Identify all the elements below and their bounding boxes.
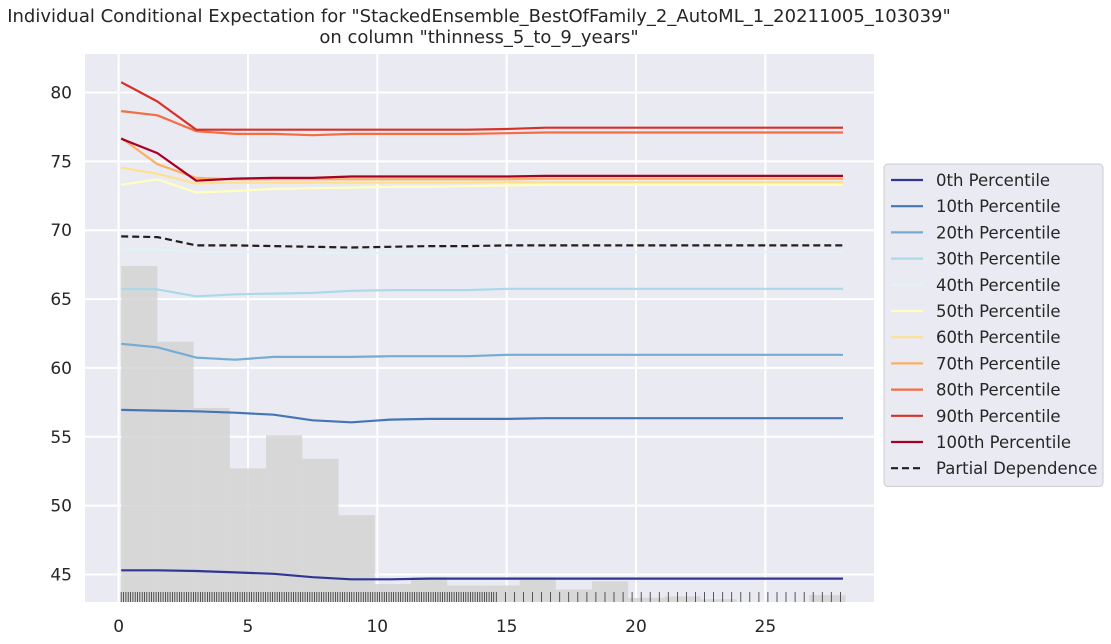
histogram-bar <box>483 585 520 602</box>
y-tick-label: 45 <box>50 565 72 585</box>
histogram-bar <box>302 458 339 602</box>
y-tick-label: 70 <box>50 221 72 241</box>
histogram-bar <box>700 599 737 602</box>
series-lines <box>120 81 843 581</box>
histogram-bar <box>338 515 375 602</box>
histogram-bar <box>229 468 267 602</box>
series-line <box>121 408 843 424</box>
y-tick-label: 55 <box>50 428 72 448</box>
series-line <box>121 166 843 185</box>
chart-title-line1: Individual Conditional Expectation for "… <box>7 6 951 27</box>
legend-label: 40th Percentile <box>936 276 1061 295</box>
y-tick-label: 60 <box>50 359 72 379</box>
chart-title-line2: on column "thinness_5_to_9_years" <box>319 27 638 48</box>
y-tick-label: 75 <box>50 152 72 172</box>
series-line <box>121 287 843 298</box>
legend-label: 20th Percentile <box>936 223 1061 242</box>
legend-box <box>883 163 1104 487</box>
series-line <box>121 342 843 361</box>
legend-label: 10th Percentile <box>936 197 1061 216</box>
histogram-bar <box>157 341 194 602</box>
histogram-bar <box>266 435 303 602</box>
histogram-bar <box>519 577 556 602</box>
x-tick-label: 20 <box>625 617 647 637</box>
histogram-bar <box>628 597 665 602</box>
x-tick-label: 15 <box>496 617 518 637</box>
rug-marks <box>120 592 841 602</box>
histogram-bar <box>121 266 158 602</box>
y-tick-labels: 45 50 55 60 65 70 75 80 <box>50 84 72 586</box>
series-line <box>121 178 843 194</box>
series-line <box>121 110 843 137</box>
rug-mark <box>120 592 841 602</box>
legend-label: 50th Percentile <box>936 302 1061 321</box>
series-line <box>121 569 843 581</box>
histogram <box>121 266 846 602</box>
histogram-bar <box>447 585 484 602</box>
series-line <box>121 235 843 249</box>
histogram-bar <box>555 589 593 602</box>
legend-label: 70th Percentile <box>936 354 1061 373</box>
histogram-bar <box>809 595 846 602</box>
legend-label: 0th Percentile <box>936 171 1050 190</box>
y-tick-label: 50 <box>50 497 72 517</box>
histogram-bar <box>193 407 230 602</box>
histogram-bar <box>592 581 629 602</box>
y-tick-label: 65 <box>50 290 72 310</box>
histogram-bar <box>374 584 411 602</box>
y-tick-label: 80 <box>50 84 72 104</box>
x-tick-label: 5 <box>243 617 254 637</box>
histogram-bar <box>410 577 448 602</box>
legend-label: 90th Percentile <box>936 407 1061 426</box>
x-tick-label: 25 <box>755 617 777 637</box>
legend-label: 60th Percentile <box>936 328 1061 347</box>
series-line <box>120 81 843 131</box>
x-tick-label: 0 <box>113 617 124 637</box>
legend-label: Partial Dependence <box>936 459 1097 478</box>
histogram-bar <box>664 596 701 602</box>
legend-label: 100th Percentile <box>936 433 1071 452</box>
legend: 0th Percentile 10th Percentile 20th Percen… <box>883 163 1104 487</box>
series-line <box>121 248 843 255</box>
series-line <box>120 137 843 182</box>
x-tick-labels: 0 5 10 15 20 25 <box>113 617 776 637</box>
x-tick-label: 10 <box>366 617 388 637</box>
legend-label: 30th Percentile <box>936 250 1061 269</box>
legend-label: 80th Percentile <box>936 381 1061 400</box>
